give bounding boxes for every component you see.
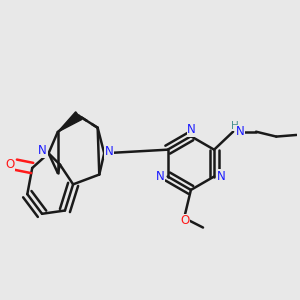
- Text: N: N: [105, 145, 113, 158]
- Text: H: H: [231, 121, 238, 131]
- Polygon shape: [58, 112, 82, 132]
- Text: N: N: [38, 144, 47, 157]
- Text: N: N: [156, 170, 165, 183]
- Text: O: O: [5, 158, 15, 171]
- Text: N: N: [217, 170, 226, 183]
- Text: N: N: [236, 125, 245, 138]
- Text: N: N: [187, 123, 196, 136]
- Text: O: O: [180, 214, 190, 227]
